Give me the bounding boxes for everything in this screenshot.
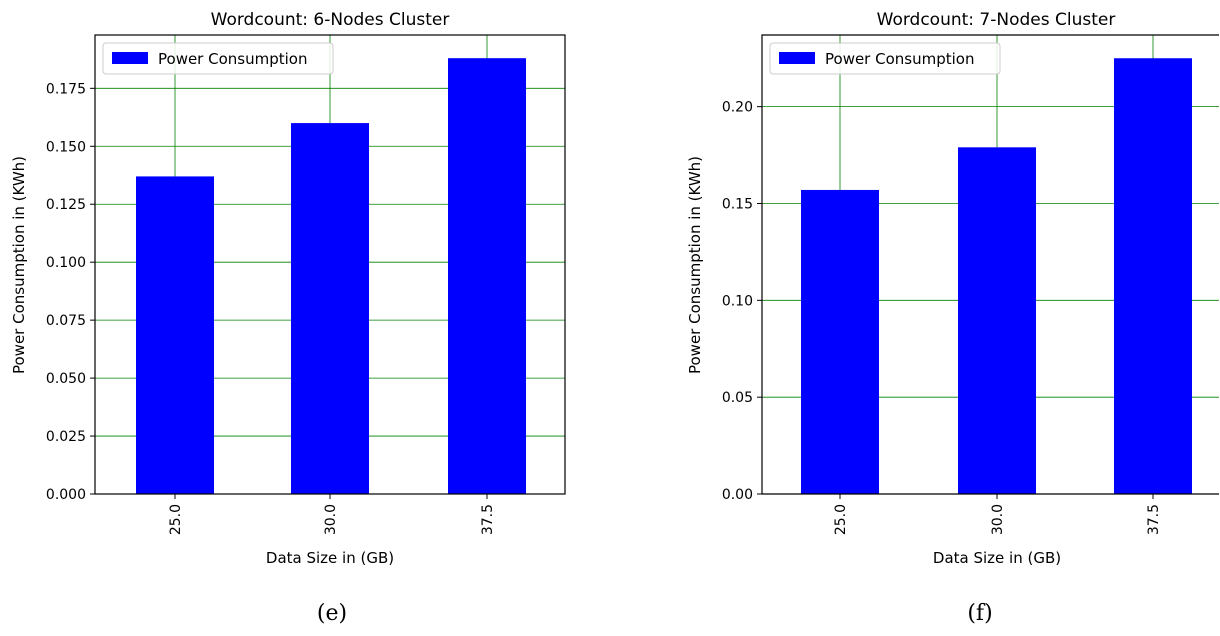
x-tick-label: 25.0 <box>168 504 184 535</box>
chart-6-nodes: Wordcount: 6-Nodes Cluster Power Consump… <box>10 10 566 626</box>
y-axis-label: Power Consumption in (KWh) <box>686 156 704 374</box>
legend-entry: Power Consumption <box>825 50 974 68</box>
x-tick-label: 37.5 <box>480 504 496 535</box>
bar <box>448 58 526 494</box>
y-ticks: 0.00 0.05 0.10 0.15 0.20 <box>722 100 762 503</box>
y-tick-label: 0.175 <box>46 81 86 97</box>
bar <box>291 123 369 494</box>
y-axis-label: Power Consumption in (KWh) <box>10 156 28 374</box>
y-tick-label: 0.050 <box>46 371 86 387</box>
chart-7-nodes: Wordcount: 7-Nodes Cluster Power Consump… <box>686 10 1219 626</box>
y-tick-label: 0.20 <box>722 100 753 116</box>
chart-title: Wordcount: 6-Nodes Cluster <box>211 10 450 30</box>
y-tick-label: 0.05 <box>722 390 753 406</box>
bar <box>1114 58 1192 494</box>
x-ticks: 25.0 30.0 37.5 <box>168 494 496 535</box>
panel-caption: (e) <box>317 601 347 626</box>
bar <box>958 147 1036 495</box>
bars <box>801 58 1192 495</box>
x-tick-label: 30.0 <box>990 504 1006 535</box>
x-ticks: 25.0 30.0 37.5 <box>833 494 1162 535</box>
bar <box>801 189 879 494</box>
y-tick-label: 0.075 <box>46 313 86 329</box>
y-tick-label: 0.150 <box>46 139 86 155</box>
legend: Power Consumption <box>102 42 334 75</box>
legend-box <box>102 42 334 75</box>
legend: Power Consumption <box>769 42 1001 75</box>
legend-swatch <box>779 52 815 64</box>
x-axis-label: Data Size in (GB) <box>933 549 1061 567</box>
y-tick-label: 0.000 <box>46 487 86 503</box>
plot-frame <box>94 34 566 495</box>
y-tick-label: 0.00 <box>722 487 753 503</box>
y-ticks: 0.000 0.025 0.050 0.075 0.100 0.125 0.150 0.175 <box>46 81 95 503</box>
legend-swatch <box>112 52 148 64</box>
chart-title: Wordcount: 7-Nodes Cluster <box>877 10 1116 30</box>
x-axis-label: Data Size in (GB) <box>266 549 394 567</box>
bars <box>136 58 526 494</box>
panel-caption: (f) <box>967 601 992 626</box>
y-tick-label: 0.15 <box>722 196 753 212</box>
plot-frame <box>761 34 1219 495</box>
bar <box>136 176 214 494</box>
x-tick-label: 25.0 <box>833 504 849 535</box>
y-tick-label: 0.100 <box>46 255 86 271</box>
legend-box <box>769 42 1001 75</box>
x-tick-label: 30.0 <box>323 504 339 535</box>
legend-entry: Power Consumption <box>158 50 307 68</box>
x-tick-label: 37.5 <box>1146 504 1162 535</box>
y-tick-label: 0.025 <box>46 429 86 445</box>
y-tick-label: 0.10 <box>722 293 753 309</box>
y-tick-label: 0.125 <box>46 197 86 213</box>
